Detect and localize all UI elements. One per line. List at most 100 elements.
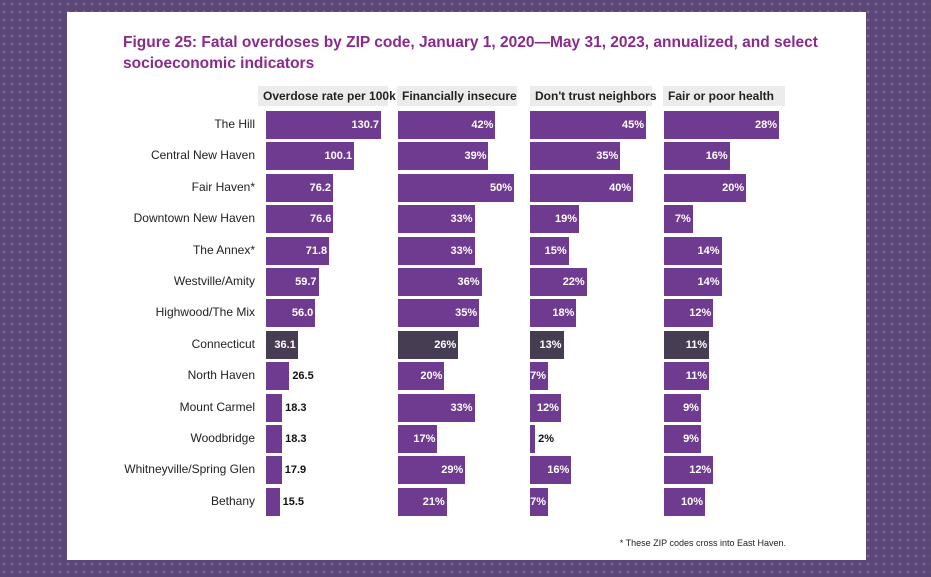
- bar: [266, 425, 283, 453]
- bar: [664, 111, 779, 139]
- column-header: Financially insecure: [397, 86, 517, 106]
- data-label: 17%: [413, 433, 436, 445]
- bar: [266, 205, 334, 234]
- column-header: Fair or poor health: [663, 86, 785, 106]
- bar: [398, 487, 447, 516]
- data-label: 11%: [685, 370, 708, 383]
- data-label: 7%: [530, 495, 547, 508]
- data-label: 7%: [674, 213, 691, 226]
- data-label: 15.5: [282, 495, 305, 508]
- data-label: 12%: [689, 307, 712, 320]
- data-label: 76.6: [309, 213, 332, 226]
- category-label: North Haven: [187, 368, 255, 383]
- data-label: 40%: [609, 181, 632, 194]
- category-label: Whitneyville/Spring Glen: [124, 462, 255, 477]
- data-label: 10%: [681, 495, 704, 508]
- bar: [398, 330, 459, 359]
- data-label: 15%: [544, 244, 567, 257]
- bar: [266, 173, 334, 202]
- bar: [398, 425, 438, 453]
- category-label: Woodbridge: [190, 431, 256, 445]
- bar: [530, 487, 549, 516]
- bar: [266, 236, 330, 265]
- data-label: 18%: [552, 307, 575, 320]
- data-label: 9%: [683, 401, 699, 414]
- data-label: 9%: [683, 433, 699, 445]
- bar: [266, 456, 282, 485]
- column-header: Overdose rate per 100k: [258, 86, 396, 106]
- bar: [530, 362, 549, 391]
- bar: [664, 330, 710, 359]
- data-label: 16%: [547, 464, 570, 477]
- bar: [266, 142, 355, 171]
- bar: [530, 425, 536, 453]
- bar: [266, 393, 283, 422]
- bar: [398, 299, 480, 328]
- bar: [266, 299, 316, 328]
- category-label: Highwood/The Mix: [155, 305, 255, 320]
- bar: [266, 330, 298, 359]
- bar: [398, 268, 482, 296]
- data-label: 33%: [450, 213, 473, 226]
- bar: [664, 393, 701, 422]
- bar: [530, 268, 587, 296]
- data-label: 7%: [530, 370, 547, 383]
- data-label: 76.2: [309, 181, 332, 194]
- data-label: 35%: [596, 150, 619, 163]
- bar: [664, 142, 730, 171]
- data-label: 22%: [562, 276, 585, 288]
- bar: [530, 236, 569, 265]
- data-label: 26.5: [292, 370, 314, 383]
- bar: [530, 393, 561, 422]
- bar: [664, 299, 714, 328]
- bar: [664, 425, 701, 453]
- bar: [664, 268, 722, 296]
- bar: [398, 173, 514, 202]
- category-label: Bethany: [210, 493, 255, 508]
- data-label: 35%: [455, 307, 478, 320]
- data-label: 17.9: [284, 464, 307, 477]
- category-label: Westville/Amity: [173, 274, 255, 288]
- data-label: 13%: [539, 338, 562, 351]
- data-label: 11%: [685, 338, 708, 351]
- bar: [530, 142, 621, 171]
- bar: [266, 487, 280, 516]
- data-label: 26%: [434, 338, 457, 351]
- bar: [530, 456, 572, 485]
- data-label: 12%: [536, 401, 559, 414]
- bar: [398, 236, 475, 265]
- data-label: 71.8: [305, 244, 328, 257]
- footnote: * These ZIP codes cross into East Haven.: [619, 538, 786, 548]
- bar: [530, 205, 579, 234]
- data-label: 100.1: [324, 150, 353, 163]
- bar: [398, 142, 489, 171]
- data-label: 18.3: [285, 401, 307, 414]
- category-label: Downtown New Haven: [133, 211, 255, 226]
- data-label: 14%: [697, 244, 720, 257]
- data-label: 36.1: [274, 338, 296, 351]
- data-label: 36%: [457, 276, 480, 288]
- figure-card: Figure 25: Fatal overdoses by ZIP code, …: [67, 12, 866, 560]
- data-label: 33%: [450, 244, 473, 257]
- data-label: 39%: [464, 150, 487, 163]
- bar: [530, 330, 564, 359]
- column-header: Don't trust neighbors: [530, 86, 657, 106]
- data-label: 21%: [422, 495, 445, 508]
- bar: [664, 236, 722, 265]
- data-label: 45%: [621, 119, 644, 131]
- category-label: The Hill: [214, 117, 255, 131]
- data-label: 2%: [538, 433, 555, 445]
- bar: [664, 487, 706, 516]
- data-label: 59.7: [295, 276, 317, 288]
- bar: [530, 173, 634, 202]
- data-label: 18.3: [285, 433, 307, 445]
- bar: [266, 111, 381, 139]
- data-label: 12%: [689, 464, 712, 477]
- data-label: 28%: [754, 119, 777, 131]
- bar: [398, 205, 475, 234]
- bar: [398, 362, 445, 391]
- bar: [530, 111, 646, 139]
- bar: [664, 456, 714, 485]
- bar: [266, 362, 290, 391]
- bar: [398, 456, 466, 485]
